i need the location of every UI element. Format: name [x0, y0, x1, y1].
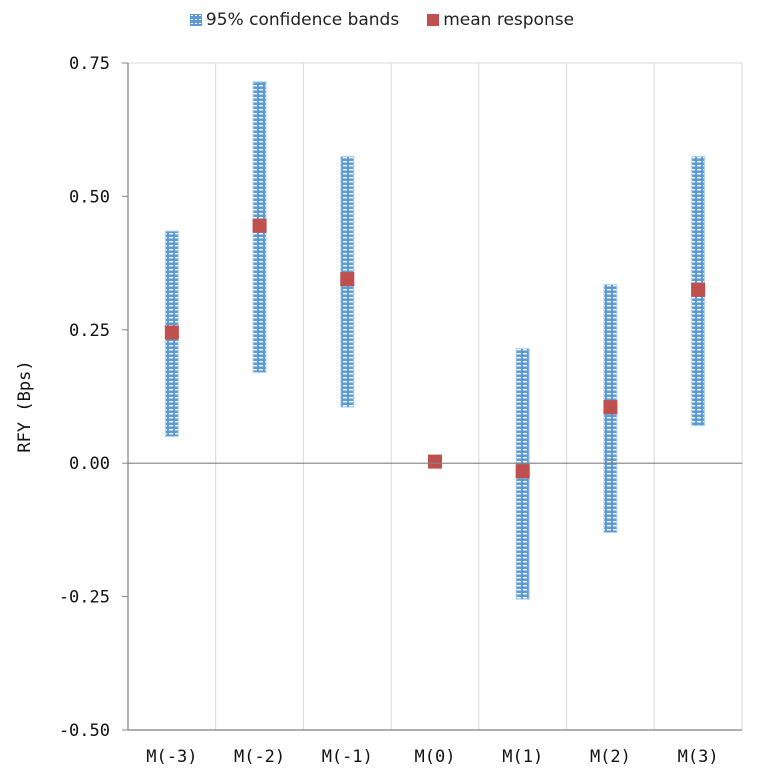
mean-marker	[428, 454, 442, 469]
x-tick-label: M(2)	[590, 747, 631, 767]
band-layer	[164, 81, 706, 600]
axis-layer: 0.75 0.50 0.25 0.00 -0.25 -0.50 M(-3) M(-2) M(-1…	[15, 54, 742, 767]
y-axis-title: RFY (Bps)	[15, 360, 35, 452]
mean-marker	[603, 400, 618, 415]
x-tick-label: M(3)	[678, 747, 719, 767]
x-tick-label: M(-2)	[234, 747, 285, 767]
chart-legend: 95% confidence bands mean response	[0, 6, 764, 34]
x-tick-label: M(1)	[502, 747, 543, 767]
legend-label-mean: mean response	[443, 10, 575, 30]
y-tick-label: 0.25	[69, 321, 110, 341]
legend-label-bands: 95% confidence bands	[205, 10, 400, 30]
mean-marker	[515, 464, 530, 479]
legend-item-mean-response: mean response	[427, 10, 574, 30]
y-tick-label: 0.00	[69, 454, 110, 474]
mean-marker	[164, 325, 179, 340]
y-tick-label: 0.50	[69, 187, 110, 207]
grid-layer	[127, 62, 743, 730]
x-tick-label: M(0)	[415, 747, 456, 767]
mean-layer	[164, 218, 706, 479]
x-tick-label: M(-3)	[146, 747, 197, 767]
y-tick-label: 0.75	[69, 54, 110, 74]
mean-marker	[340, 272, 355, 287]
mean-marker	[252, 218, 267, 233]
legend-swatch-bands	[189, 14, 202, 26]
legend-swatch-mean	[427, 14, 440, 26]
y-tick-label: -0.50	[59, 721, 110, 741]
x-tick-label: M(-1)	[322, 747, 373, 767]
mean-marker	[691, 282, 706, 297]
legend-item-confidence-bands: 95% confidence bands	[189, 10, 400, 30]
y-tick-label: -0.25	[59, 588, 110, 608]
